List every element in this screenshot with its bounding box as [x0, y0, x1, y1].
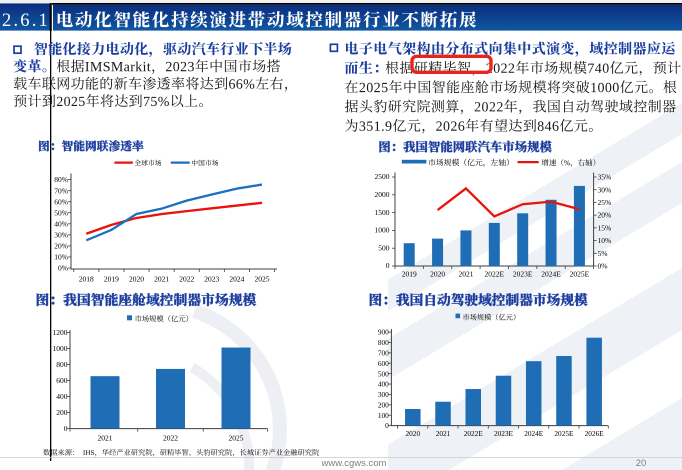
svg-text:2025: 2025 [255, 275, 270, 284]
svg-text:2023: 2023 [204, 275, 219, 284]
svg-text:2018: 2018 [79, 275, 94, 284]
svg-text:2020: 2020 [430, 270, 445, 279]
svg-text:100: 100 [378, 411, 389, 420]
svg-text:2021: 2021 [154, 275, 169, 284]
svg-text:2019: 2019 [104, 275, 119, 284]
svg-text:2000: 2000 [375, 190, 390, 199]
svg-text:2024E: 2024E [524, 429, 544, 438]
svg-text:15%: 15% [598, 223, 612, 232]
svg-text:2019: 2019 [402, 270, 417, 279]
svg-text:50%: 50% [54, 208, 68, 217]
svg-text:30%: 30% [54, 230, 68, 239]
svg-text:2023E: 2023E [494, 429, 514, 438]
svg-text:300: 300 [378, 390, 389, 399]
svg-text:0: 0 [385, 421, 389, 430]
svg-text:2025E: 2025E [570, 270, 590, 279]
svg-text:2025E: 2025E [554, 429, 574, 438]
svg-text:2022: 2022 [179, 275, 194, 284]
svg-text:20%: 20% [54, 242, 68, 251]
svg-text:0%: 0% [58, 264, 68, 273]
svg-text:5%: 5% [598, 249, 608, 258]
svg-text:10%: 10% [598, 236, 612, 245]
svg-text:0: 0 [64, 424, 68, 433]
svg-text:2021: 2021 [436, 429, 451, 438]
svg-text:600: 600 [378, 359, 389, 368]
svg-text:700: 700 [378, 348, 389, 357]
svg-text:1000: 1000 [53, 344, 68, 353]
svg-text:1000: 1000 [375, 226, 390, 235]
svg-text:600: 600 [56, 376, 68, 385]
svg-text:2026E: 2026E [585, 429, 605, 438]
svg-text:400: 400 [378, 380, 389, 389]
svg-text:2.6.1: 2.6.1 [2, 11, 50, 31]
svg-text:900: 900 [378, 328, 389, 337]
svg-text:40%: 40% [54, 219, 68, 228]
svg-text:2020: 2020 [406, 429, 421, 438]
svg-text:80%: 80% [54, 175, 68, 184]
svg-text:0: 0 [386, 261, 390, 270]
svg-text:2023E: 2023E [513, 270, 533, 279]
svg-text:www.cgws.com: www.cgws.com [321, 458, 387, 469]
svg-text:2022E: 2022E [485, 270, 505, 279]
svg-text:2020: 2020 [129, 275, 144, 284]
svg-text:30%: 30% [598, 185, 612, 194]
svg-text:200: 200 [56, 408, 68, 417]
svg-text:500: 500 [378, 243, 390, 252]
svg-text:35%: 35% [598, 173, 612, 182]
svg-text:500: 500 [378, 369, 389, 378]
svg-text:20: 20 [636, 458, 647, 469]
svg-text:400: 400 [56, 392, 68, 401]
svg-text:1200: 1200 [53, 328, 68, 337]
svg-text:2500: 2500 [375, 172, 390, 181]
svg-text:25%: 25% [598, 198, 612, 207]
svg-text:800: 800 [378, 338, 389, 347]
svg-text:2022E: 2022E [464, 429, 484, 438]
svg-text:2021: 2021 [98, 434, 113, 443]
svg-text:200: 200 [378, 400, 389, 409]
svg-text:800: 800 [56, 360, 68, 369]
svg-text:10%: 10% [54, 253, 68, 262]
svg-text:2021: 2021 [458, 270, 473, 279]
svg-text:2022: 2022 [163, 434, 178, 443]
svg-text:2024E: 2024E [541, 270, 561, 279]
svg-text:2024: 2024 [229, 275, 244, 284]
svg-text:1500: 1500 [375, 208, 390, 217]
svg-text:0%: 0% [598, 262, 608, 271]
svg-text:2025: 2025 [229, 434, 244, 443]
svg-text:70%: 70% [54, 186, 68, 195]
svg-text:60%: 60% [54, 197, 68, 206]
svg-text:20%: 20% [598, 211, 612, 220]
